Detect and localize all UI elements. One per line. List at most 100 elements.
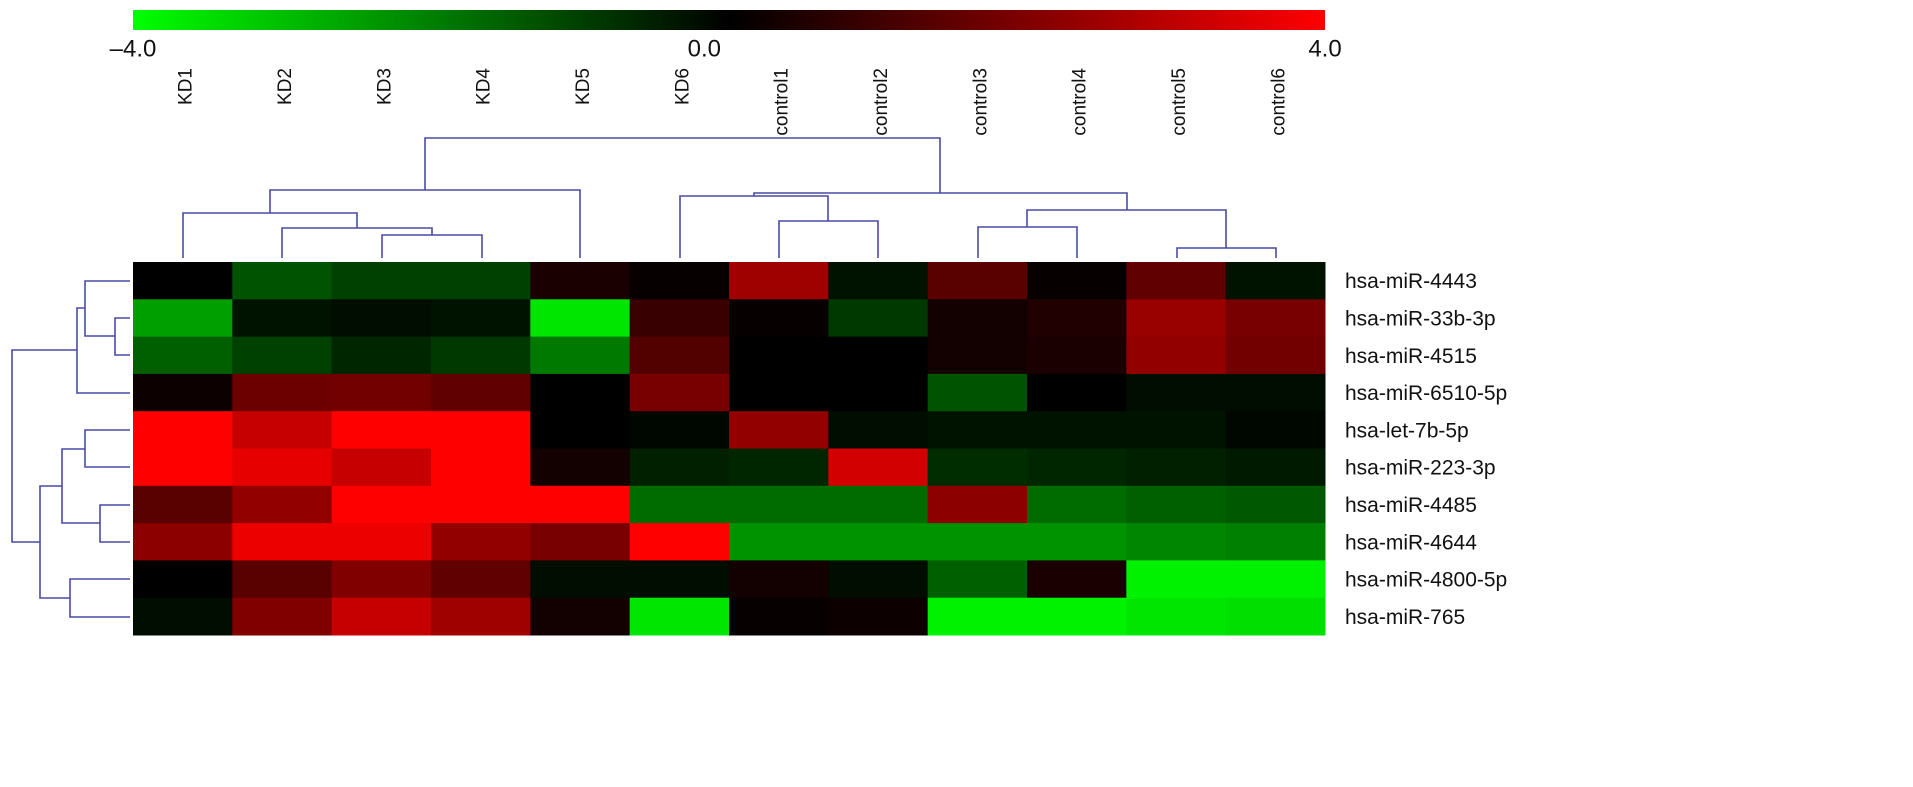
heatmap-cell bbox=[232, 373, 333, 412]
column-label: control1 bbox=[772, 68, 793, 136]
heatmap-cell bbox=[927, 336, 1028, 375]
heatmap-cell bbox=[232, 411, 333, 449]
row-label: hsa-miR-223-3p bbox=[1345, 457, 1496, 480]
heatmap-cell bbox=[331, 262, 432, 300]
heatmap-cell bbox=[729, 299, 829, 338]
heatmap-cell bbox=[431, 485, 531, 524]
heatmap-cell bbox=[1225, 373, 1326, 412]
heatmap-cell bbox=[232, 299, 333, 338]
heatmap-cell bbox=[331, 448, 432, 487]
colorbar-tick-label: –4.0 bbox=[110, 35, 157, 62]
heatmap-cell bbox=[927, 560, 1028, 599]
heatmap-cell bbox=[828, 448, 929, 487]
heatmap-cell bbox=[629, 299, 730, 338]
colorbar bbox=[133, 10, 1325, 30]
heatmap-cell bbox=[927, 299, 1028, 338]
heatmap-cell bbox=[927, 485, 1028, 524]
heatmap-cell bbox=[729, 485, 829, 524]
heatmap-cell bbox=[133, 485, 233, 524]
colorbar-tick-label: 4.0 bbox=[1308, 35, 1341, 62]
heatmap-cell bbox=[331, 485, 432, 524]
heatmap-cell bbox=[1126, 560, 1227, 599]
heatmap-cell bbox=[828, 373, 929, 412]
heatmap-cell bbox=[629, 597, 730, 636]
column-label: KD2 bbox=[275, 68, 296, 105]
heatmap-cell bbox=[927, 262, 1028, 300]
heatmap-cell bbox=[1126, 373, 1227, 412]
column-label: KD4 bbox=[474, 68, 495, 105]
heatmap-cell bbox=[1126, 299, 1227, 338]
heatmap-cell bbox=[927, 411, 1028, 449]
heatmap-cell bbox=[828, 485, 929, 524]
heatmap-cell bbox=[1225, 560, 1326, 599]
heatmap-cell bbox=[1126, 485, 1227, 524]
heatmap-cell bbox=[331, 336, 432, 375]
heatmap-cell bbox=[331, 299, 432, 338]
heatmap-cell bbox=[927, 523, 1028, 561]
heatmap-cell bbox=[729, 560, 829, 599]
heatmap-cell bbox=[133, 262, 233, 300]
heatmap-cell bbox=[729, 336, 829, 375]
heatmap-cell bbox=[729, 597, 829, 636]
colorbar-tick-label: 0.0 bbox=[688, 35, 721, 62]
heatmap-cell bbox=[1027, 523, 1127, 561]
heatmap-cell bbox=[1225, 523, 1326, 561]
heatmap-cell bbox=[530, 560, 631, 599]
heatmap-cell bbox=[828, 523, 929, 561]
heatmap-cell bbox=[828, 597, 929, 636]
heatmap-cell bbox=[927, 597, 1028, 636]
heatmap-cell bbox=[1027, 448, 1127, 487]
column-label: KD1 bbox=[176, 68, 197, 105]
row-label: hsa-miR-6510-5p bbox=[1345, 382, 1507, 405]
row-label: hsa-miR-765 bbox=[1345, 606, 1465, 629]
heatmap-cell bbox=[232, 336, 333, 375]
heatmap-cell bbox=[629, 485, 730, 524]
heatmap-cell bbox=[1126, 448, 1227, 487]
heatmap-cell bbox=[133, 299, 233, 338]
row-label: hsa-miR-4644 bbox=[1345, 531, 1477, 554]
heatmap-cell bbox=[530, 299, 631, 338]
heatmap-cell bbox=[133, 411, 233, 449]
heatmap-cell bbox=[927, 448, 1028, 487]
heatmap-cell bbox=[1126, 411, 1227, 449]
heatmap-cell bbox=[232, 448, 333, 487]
heatmap-cell bbox=[530, 523, 631, 561]
heatmap-cell bbox=[629, 448, 730, 487]
column-label: control3 bbox=[970, 68, 991, 136]
row-label: hsa-miR-33b-3p bbox=[1345, 307, 1496, 330]
heatmap-cell bbox=[133, 560, 233, 599]
heatmap-cell bbox=[331, 411, 432, 449]
heatmap-cell bbox=[1225, 485, 1326, 524]
heatmap-cell bbox=[232, 560, 333, 599]
heatmap-cell bbox=[828, 262, 929, 300]
heatmap-cell bbox=[1225, 262, 1326, 300]
heatmap-cell bbox=[729, 373, 829, 412]
heatmap-cell bbox=[1027, 411, 1127, 449]
heatmap-cell bbox=[232, 597, 333, 636]
heatmap-cell bbox=[629, 262, 730, 300]
row-label: hsa-miR-4515 bbox=[1345, 345, 1477, 368]
heatmap-cell bbox=[1126, 262, 1227, 300]
heatmap-cell bbox=[331, 373, 432, 412]
heatmap-cell bbox=[1225, 336, 1326, 375]
heatmap-cell bbox=[431, 597, 531, 636]
row-label: hsa-miR-4800-5p bbox=[1345, 569, 1507, 592]
heatmap-cell bbox=[729, 523, 829, 561]
heatmap-cell bbox=[828, 560, 929, 599]
row-label: hsa-miR-4485 bbox=[1345, 494, 1477, 517]
heatmap-cell bbox=[629, 411, 730, 449]
column-label: KD3 bbox=[374, 68, 395, 105]
column-label: control5 bbox=[1169, 68, 1190, 136]
heatmap-cell bbox=[1225, 597, 1326, 636]
heatmap-cell bbox=[133, 373, 233, 412]
heatmap-cell bbox=[729, 262, 829, 300]
heatmap-cell bbox=[1027, 485, 1127, 524]
heatmap-cell bbox=[530, 485, 631, 524]
heatmap-cell bbox=[629, 373, 730, 412]
heatmap-cell bbox=[331, 560, 432, 599]
heatmap-cell bbox=[629, 523, 730, 561]
heatmap-cell bbox=[431, 448, 531, 487]
heatmap-cell bbox=[1126, 336, 1227, 375]
heatmap-cell bbox=[1027, 299, 1127, 338]
